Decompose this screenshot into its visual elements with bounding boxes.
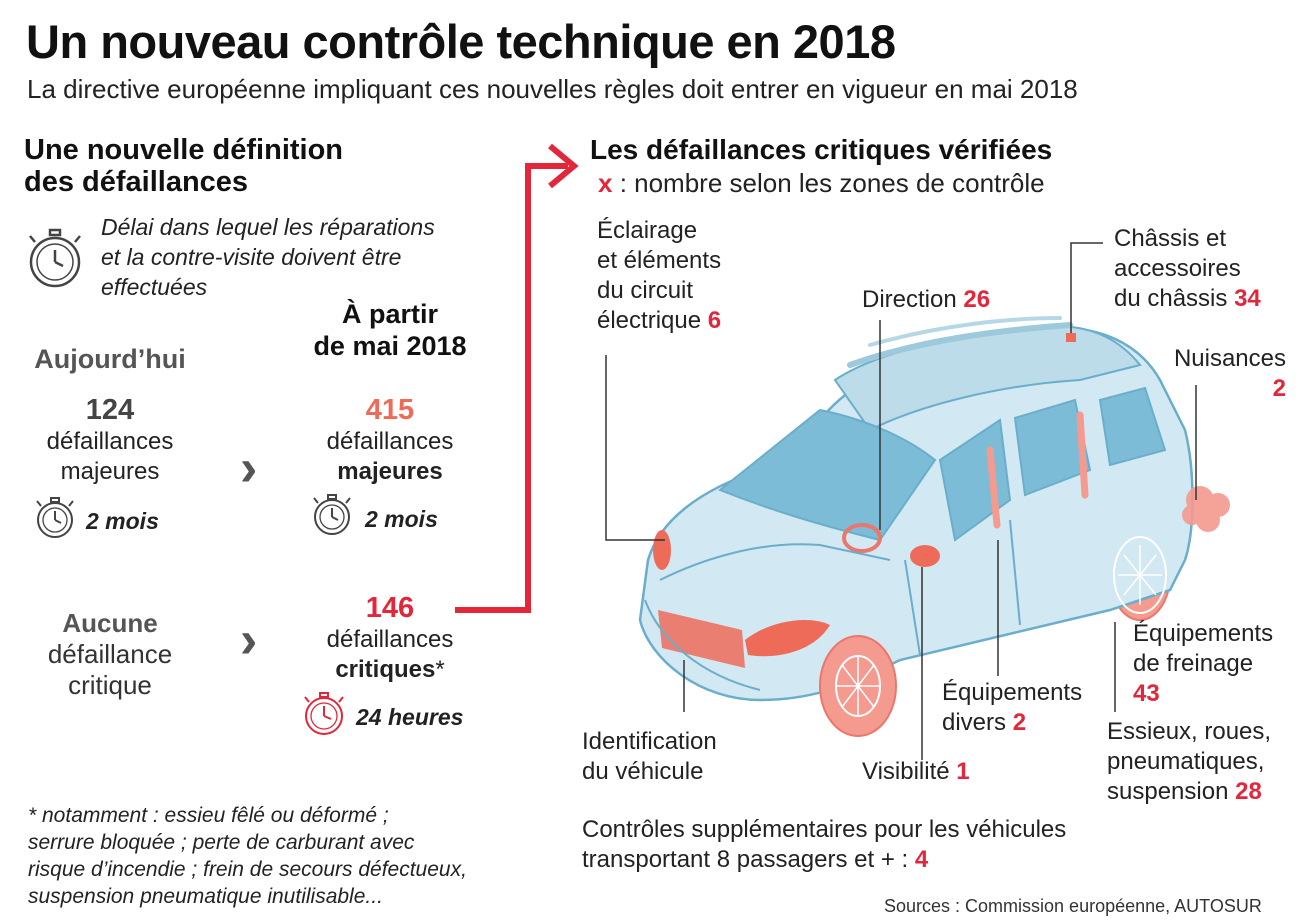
exhaust-cloud — [1182, 486, 1230, 532]
chevron-right-icon: › — [240, 611, 258, 669]
zone-identification: Identification du véhicule — [582, 728, 717, 785]
zone-nuisances: Nuisances 2 — [1173, 345, 1286, 402]
today-major-block: 124 défaillances majeures — [10, 394, 210, 487]
delay-legend: Délai dans lequel les réparations et la … — [101, 214, 435, 300]
zone-essieux: Essieux, roues, pneumatiques, suspension… — [1107, 718, 1272, 805]
stopwatch-icon — [29, 228, 81, 288]
right-heading: Les défaillances critiques vérifiées — [590, 134, 1053, 165]
today-major-delay: 2 mois — [86, 508, 159, 534]
new-critical-block: 146 défaillances critiques* — [290, 592, 490, 685]
from-may-2018-label: À partir de mai 2018 — [313, 299, 467, 361]
extra-controls: Contrôles supplémentaires pour les véhic… — [582, 816, 1067, 873]
leader-lines — [605, 242, 1197, 760]
page-subtitle: La directive européenne impliquant ces n… — [27, 74, 1078, 104]
today-label: Aujourd’hui — [34, 344, 186, 374]
new-critical-delay: 24 heures — [356, 704, 464, 730]
today-critical-block: Aucune défaillance critique — [47, 608, 173, 700]
footnote: * notamment : essieu fêlé ou déformé ; s… — [28, 804, 467, 908]
zone-equipements-divers: Équipements divers 2 — [942, 679, 1083, 736]
zone-freinage: Équipements de freinage 43 — [1133, 620, 1274, 707]
new-critical-count: 146 — [365, 592, 415, 624]
zone-direction: Direction 26 — [862, 286, 991, 313]
left-heading: Une nouvelle définition des défaillances — [24, 134, 344, 198]
stopwatch-icon-new-major — [313, 494, 351, 535]
zone-chassis: Châssis et accessoires du châssis 34 — [1114, 225, 1261, 312]
new-major-delay: 2 mois — [365, 506, 438, 532]
chevron-right-icon: › — [240, 439, 258, 497]
new-major-block: 415 défaillances majeures — [290, 394, 490, 487]
zone-visibilite: Visibilité 1 — [862, 758, 970, 785]
today-major-count: 124 — [85, 394, 135, 426]
connector-arrow — [455, 143, 579, 613]
page-title: Un nouveau contrôle technique en 2018 — [26, 15, 896, 68]
sources: Sources : Commission européenne, AUTOSUR — [884, 896, 1262, 916]
stopwatch-icon-today-major — [36, 497, 74, 538]
zone-eclairage: Éclairage et éléments du circuit électri… — [597, 217, 722, 334]
new-major-count: 415 — [365, 394, 415, 426]
stopwatch-icon-new-critical — [304, 692, 344, 735]
car-illustration — [638, 316, 1230, 737]
zone-legend: x : nombre selon les zones de contrôle — [598, 168, 1045, 198]
